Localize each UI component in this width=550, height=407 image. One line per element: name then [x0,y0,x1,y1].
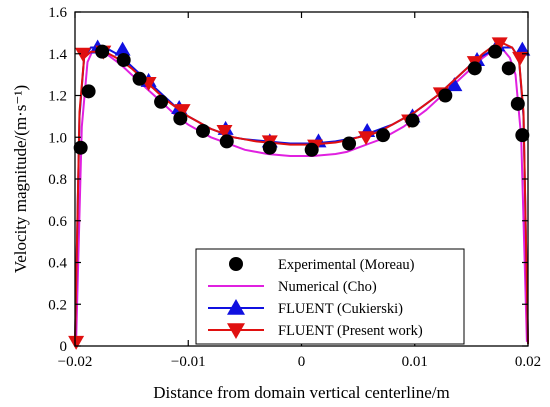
marker-experimental [467,61,482,76]
legend-item-experimental: Experimental (Moreau) [229,257,415,273]
marker-experimental [438,88,453,103]
legend: Experimental (Moreau) Numerical (Cho) FL… [195,248,465,345]
marker-experimental [132,71,147,86]
marker-experimental [73,140,88,155]
marker-fluent-present [174,104,191,119]
plot-area [68,37,531,350]
marker-experimental [510,96,525,111]
legend-symbol-triangle-down [208,323,264,339]
marker-fluent-cukierski [114,41,131,56]
y-tick-label: 0.8 [48,172,67,188]
marker-experimental [81,84,96,99]
marker-experimental [405,113,420,128]
y-tick-label: 0 [60,339,68,355]
marker-experimental [501,61,516,76]
y-tick-label: 0.2 [48,297,67,313]
legend-item-numerical: Numerical (Cho) [208,279,377,295]
y-tick-label: 1.6 [48,5,67,21]
x-tick-label: 0.01 [402,354,428,370]
marker-fluent-present [216,124,233,139]
x-tick-label: −0.02 [58,354,93,370]
marker-experimental [95,44,110,59]
legend-item-fluent-cukierski: FLUENT (Cukierski) [208,299,403,317]
marker-fluent-present [358,131,375,146]
marker-experimental [515,128,530,143]
x-tick-label: 0 [298,354,306,370]
legend-label: FLUENT (Present work) [278,323,423,339]
marker-experimental [262,140,277,155]
y-tick-label: 1.4 [48,47,67,63]
marker-fluent-cukierski [446,77,463,92]
y-tick-label: 0.4 [48,256,67,272]
legend-label: Numerical (Cho) [278,279,377,295]
marker-experimental [154,94,169,109]
y-tick-label: 0.6 [48,214,67,230]
legend-item-fluent-present: FLUENT (Present work) [208,323,423,339]
marker-experimental [376,128,391,143]
legend-label: Experimental (Moreau) [278,257,415,273]
marker-experimental [116,53,131,68]
legend-marker-triangle-up [227,299,245,315]
marker-fluent-present [74,47,91,62]
marker-fluent-present [491,37,508,52]
marker-experimental [195,123,210,138]
series-line-fluent-present [74,42,529,344]
marker-experimental [304,142,319,157]
y-tick-label: 1.0 [48,130,67,146]
legend-marker-circle [229,257,243,271]
axes: −0.02 −0.01 0 0.01 0.02 0 0.2 0.4 0.6 0.8 1.0 1.2 1.… [48,5,541,370]
legend-symbol-triangle-up [208,299,264,315]
marker-experimental [342,136,357,151]
marker-experimental [173,111,188,126]
marker-experimental [488,44,503,59]
legend-symbol-circle [229,257,243,271]
ticks: −0.02 −0.01 0 0.01 0.02 0 0.2 0.4 0.6 0.8 1.0 1.2 1.… [48,5,541,370]
y-tick-label: 1.2 [48,89,67,105]
marker-fluent-present [512,51,529,66]
y-axis-label: Velocity magnitude/(m·s⁻¹) [11,85,30,273]
legend-marker-triangle-down [227,323,245,339]
x-axis-label: Distance from domain vertical centerline… [153,383,449,402]
x-tick-label: −0.01 [171,354,206,370]
x-tick-label: 0.02 [515,354,541,370]
marker-experimental [219,134,234,149]
marker-fluent-present [68,335,85,350]
legend-label: FLUENT (Cukierski) [278,301,403,317]
